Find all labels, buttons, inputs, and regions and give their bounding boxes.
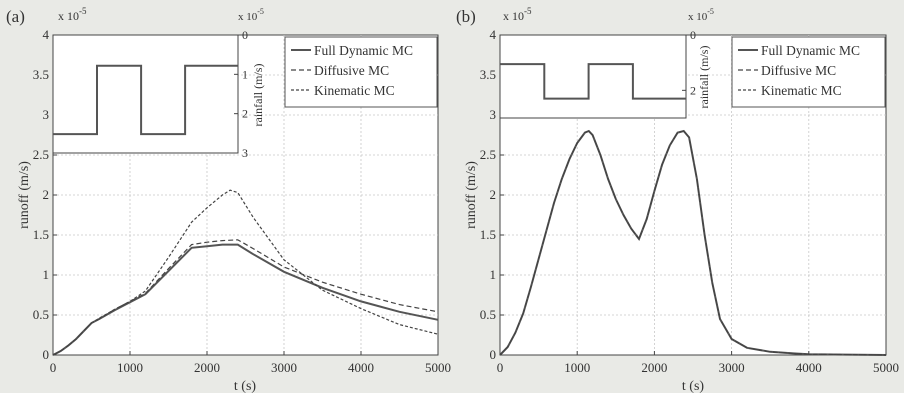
legend-entry-label: Full Dynamic MC — [314, 43, 413, 58]
rainfall-inset: 02 rainfall (m/s) x 10-5 — [499, 7, 714, 119]
y-tick-label: 3.5 — [480, 67, 496, 82]
inset-y-tick-label: 3 — [242, 146, 248, 160]
x-tick-label: 4000 — [796, 360, 822, 375]
inset-y-tick-labels: 0 1 2 3 — [234, 28, 248, 160]
inset-y-exponent-label: x 10-5 — [688, 7, 714, 23]
inset-y-axis-label: rainfall (m/s) — [251, 64, 265, 127]
y-tick-label: 1.5 — [33, 227, 49, 242]
legend: Full Dynamic MC Diffusive MC Kinematic MC — [731, 36, 886, 108]
y-tick-label: 2.5 — [33, 147, 49, 162]
panel-label: (b) — [456, 7, 476, 26]
x-tick-label: 4000 — [348, 360, 374, 375]
rainfall-inset: 0 1 2 3 rainfall (m/s) x 10-5 — [52, 7, 265, 160]
x-tick-label: 1000 — [117, 360, 143, 375]
y-tick-label: 2 — [43, 187, 50, 202]
y-tick-label: 0.5 — [33, 307, 49, 322]
legend-entry-label: Diffusive MC — [314, 63, 389, 78]
panel-a: (a) 0 1000 2000 3000 4000 5000 0 0.5 1 1.5 2 2.5 3 3… — [6, 6, 451, 393]
legend-entry-label: Diffusive MC — [761, 63, 836, 78]
y-axis-label: runoff (m/s) — [17, 161, 32, 229]
y-tick-label: 3 — [43, 107, 50, 122]
x-tick-labels: 0 1000 2000 3000 4000 5000 — [50, 351, 451, 375]
y-tick-label: 4 — [43, 27, 50, 42]
y-tick-label: 0 — [43, 347, 50, 362]
y-tick-label: 0.5 — [480, 307, 496, 322]
series-line-diffusive-mc — [52, 239, 439, 356]
y-tick-label: 1 — [43, 267, 50, 282]
series-line-kinematic-mc — [52, 189, 439, 356]
series-group — [52, 189, 439, 356]
x-tick-label: 3000 — [719, 360, 745, 375]
y-tick-label: 1.5 — [480, 227, 496, 242]
y-tick-labels: 0 0.5 1 1.5 2 2.5 3 3.5 4 — [33, 27, 57, 362]
panel-label: (a) — [6, 7, 25, 26]
x-tick-label: 5000 — [425, 360, 451, 375]
legend-box — [731, 36, 886, 108]
inset-y-axis-label: rainfall (m/s) — [697, 46, 711, 109]
rainfall-step-line — [500, 63, 686, 100]
x-tick-label: 0 — [497, 360, 504, 375]
y-axis-label: runoff (m/s) — [464, 161, 479, 229]
y-tick-label: 4 — [490, 27, 497, 42]
rainfall-steps — [53, 64, 238, 136]
legend-box — [284, 36, 438, 108]
x-tick-label: 3000 — [271, 360, 297, 375]
y-tick-label: 3.5 — [33, 67, 49, 82]
inset-plot-area — [52, 34, 239, 154]
x-axis-label: t (s) — [682, 379, 705, 393]
inset-plot-area — [499, 34, 687, 119]
legend-entry-label: Kinematic MC — [761, 83, 842, 98]
x-axis-label: t (s) — [234, 379, 257, 393]
x-tick-label: 2000 — [641, 360, 667, 375]
y-exponent-label: x 10-5 — [58, 6, 87, 23]
inset-y-tick-label: 0 — [690, 28, 696, 42]
y-exponent-label: x 10-5 — [503, 6, 532, 23]
x-tick-label: 0 — [50, 360, 57, 375]
rainfall-step-line — [53, 64, 238, 136]
series-line-kinematic-mc — [499, 130, 887, 356]
x-tick-labels: 0 1000 2000 3000 4000 5000 — [497, 351, 899, 375]
panel-b: (b) 0 1000 2000 3000 4000 5000 0 0.5 1 1.5 2 2.5 3 3… — [456, 6, 899, 393]
y-tick-label: 0 — [490, 347, 497, 362]
x-tick-label: 2000 — [194, 360, 220, 375]
rainfall-steps — [500, 63, 686, 100]
y-tick-label: 1 — [490, 267, 497, 282]
legend-entry-label: Full Dynamic MC — [761, 43, 860, 58]
inset-y-tick-label: 1 — [242, 67, 248, 81]
inset-y-exponent-label: x 10-5 — [238, 7, 264, 23]
x-tick-label: 1000 — [564, 360, 590, 375]
inset-y-tick-label: 0 — [242, 28, 248, 42]
x-tick-label: 5000 — [873, 360, 899, 375]
series-group — [499, 129, 887, 356]
legend-entry-label: Kinematic MC — [314, 83, 395, 98]
y-tick-label: 3 — [490, 107, 497, 122]
inset-y-tick-label: 2 — [242, 107, 248, 121]
grid-lines — [53, 35, 438, 355]
legend: Full Dynamic MC Diffusive MC Kinematic MC — [284, 36, 438, 108]
y-tick-label: 2.5 — [480, 147, 496, 162]
inset-y-tick-label: 2 — [690, 83, 696, 97]
inset-y-tick-labels: 02 — [682, 28, 696, 97]
y-tick-label: 2 — [490, 187, 497, 202]
